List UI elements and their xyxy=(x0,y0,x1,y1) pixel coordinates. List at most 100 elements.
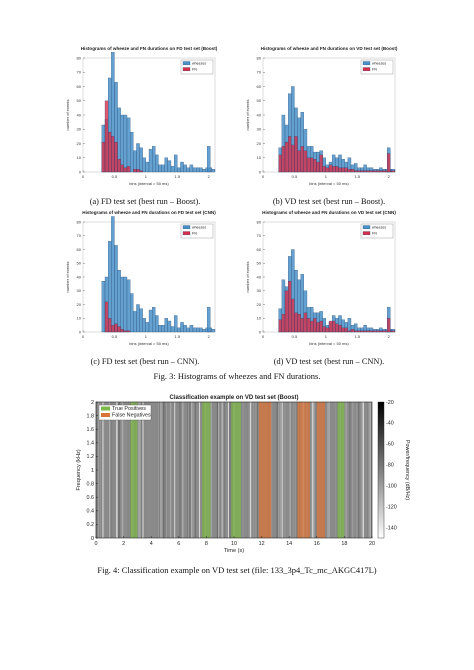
fn-bar xyxy=(354,170,358,173)
x-tick-label: 0 xyxy=(82,174,85,179)
subcaption-c: (c) FD test set (best run – CNN). xyxy=(90,357,200,366)
fn-bar xyxy=(350,169,355,173)
fn-bar xyxy=(369,330,374,333)
x-axis-label: Time (s) xyxy=(224,548,244,554)
y-tick-label: 0 xyxy=(259,169,262,174)
false-negative-band xyxy=(258,402,272,538)
y-tick-label: 20 xyxy=(257,302,262,307)
wheeze-bar xyxy=(152,307,156,333)
wheeze-bar xyxy=(142,157,146,173)
fn-bar xyxy=(114,323,118,333)
fn-bar xyxy=(325,327,330,333)
y-tick-label: 10 xyxy=(257,155,262,160)
wheeze-bar xyxy=(183,325,187,333)
y-tick-label: 80 xyxy=(257,55,262,60)
wheeze-bar xyxy=(126,117,131,173)
subcaption-b: (b) VD test set (best run – Boost). xyxy=(272,197,386,206)
wheeze-bar xyxy=(174,154,178,173)
fn-bar xyxy=(101,141,106,173)
wheeze-bar xyxy=(211,169,216,173)
fn-bar xyxy=(306,157,311,173)
legend-swatch xyxy=(182,231,191,236)
legend-label: wheezes xyxy=(192,225,206,229)
y-tick-label: 40 xyxy=(257,274,262,279)
fn-bar xyxy=(120,329,124,333)
spectrogram-figure: Classification example on VD test set (B… xyxy=(70,393,410,563)
fn-bar xyxy=(328,164,333,173)
x-tick-label: 0 xyxy=(95,541,98,547)
y-tick-label: 70 xyxy=(77,233,82,238)
fn-bar xyxy=(325,167,330,173)
wheeze-bar xyxy=(347,318,352,333)
wheeze-bar xyxy=(123,276,128,333)
fig4-caption: Fig. 4: Classification example on VD tes… xyxy=(97,565,377,575)
fn-bar xyxy=(281,146,286,173)
subcaption-d: (d) VD test set (best run – CNN). xyxy=(273,357,385,366)
x-tick-label: 1 xyxy=(325,174,328,179)
fn-bar xyxy=(354,330,358,333)
true-positive-band xyxy=(337,402,345,538)
fn-bar xyxy=(319,154,323,173)
legend-swatch xyxy=(101,406,110,411)
x-axis-label: bins (interval = 50 ms) xyxy=(309,341,349,346)
fn-bar xyxy=(366,330,370,333)
legend: wheezes FN xyxy=(360,223,394,239)
fn-bar xyxy=(382,330,386,333)
fn-bar xyxy=(126,330,131,333)
fn-bar xyxy=(379,330,383,333)
chart-title: Histograms of wheeze and FN durations on… xyxy=(262,210,396,215)
y-tick-label: 40 xyxy=(257,112,262,117)
x-axis-label: bins (interval = 50 ms) xyxy=(309,181,349,186)
wheeze-bar xyxy=(136,143,140,173)
x-tick-label: 2 xyxy=(388,174,391,179)
fn-bar xyxy=(363,330,367,333)
wheeze-bar xyxy=(189,325,194,333)
fn-bar xyxy=(332,320,336,333)
fn-bar xyxy=(294,312,298,333)
fn-bar xyxy=(310,157,314,173)
y-tick-label: 80 xyxy=(77,219,82,224)
wheeze-bar xyxy=(186,167,190,173)
fn-bar xyxy=(316,322,320,333)
false-negative-band xyxy=(297,402,310,538)
fn-bar xyxy=(278,319,282,333)
x-tick-label: 1.5 xyxy=(175,334,181,339)
y-axis-label: number of events xyxy=(65,262,70,293)
fn-bar xyxy=(123,330,128,333)
y-tick-label: 1.4 xyxy=(87,441,95,447)
y-tick-label: 70 xyxy=(257,70,262,75)
fn-bar xyxy=(387,318,391,333)
y-tick-label: 80 xyxy=(257,219,262,224)
legend-swatch xyxy=(182,61,191,66)
x-tick-label: 14 xyxy=(286,541,292,547)
fn-bar xyxy=(303,150,308,173)
wheeze-bar xyxy=(152,146,156,173)
x-tick-label: 0.5 xyxy=(292,334,298,339)
wheeze-bar xyxy=(101,281,106,333)
legend-label: FN xyxy=(192,231,197,235)
wheeze-bar xyxy=(199,327,203,333)
wheeze-bar xyxy=(130,293,134,333)
y-tick-label: 0.6 xyxy=(87,495,95,501)
wheeze-bar xyxy=(133,150,137,173)
legend-label: FN xyxy=(372,67,377,71)
y-tick-label: 30 xyxy=(77,288,82,293)
fn-bar xyxy=(313,159,317,173)
wheeze-bar xyxy=(164,318,168,333)
fn-bar xyxy=(281,314,286,333)
x-tick-label: 0.5 xyxy=(112,174,118,179)
y-tick-label: 20 xyxy=(77,141,82,146)
true-positive-band xyxy=(231,402,241,538)
wheeze-bar xyxy=(155,315,159,333)
fn-bar xyxy=(332,166,336,173)
x-tick-label: 1.5 xyxy=(355,334,361,339)
legend-label: wheezes xyxy=(372,61,386,65)
y-tick-label: 60 xyxy=(77,84,82,89)
x-tick-label: 0.5 xyxy=(112,334,118,339)
x-axis-label: bins (interval = 50 ms) xyxy=(129,341,169,346)
fn-bar xyxy=(344,327,348,333)
legend-label: FN xyxy=(372,231,377,235)
fn-bar xyxy=(338,325,342,333)
wheeze-bar xyxy=(155,154,159,173)
y-axis-label: number of events xyxy=(65,100,70,131)
